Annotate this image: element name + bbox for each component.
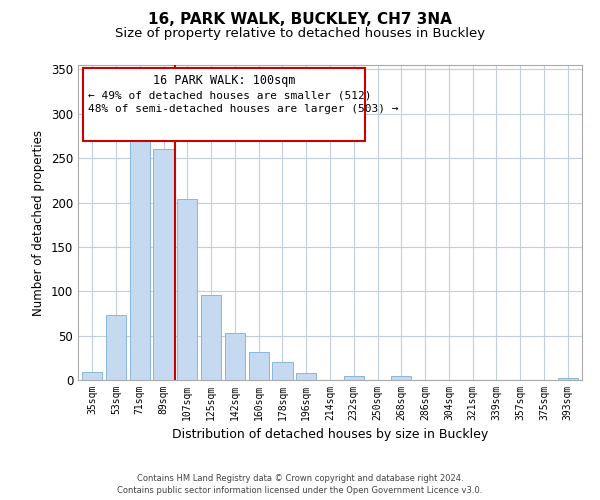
Text: ← 49% of detached houses are smaller (512): ← 49% of detached houses are smaller (51… xyxy=(88,90,371,100)
Bar xyxy=(391,376,412,380)
Bar xyxy=(344,376,364,380)
Y-axis label: Number of detached properties: Number of detached properties xyxy=(32,130,46,316)
X-axis label: Distribution of detached houses by size in Buckley: Distribution of detached houses by size … xyxy=(172,428,488,442)
Text: Contains HM Land Registry data © Crown copyright and database right 2024.: Contains HM Land Registry data © Crown c… xyxy=(137,474,463,483)
Bar xyxy=(248,352,269,380)
Text: Size of property relative to detached houses in Buckley: Size of property relative to detached ho… xyxy=(115,28,485,40)
Bar xyxy=(130,127,150,380)
Bar xyxy=(225,333,245,380)
Bar xyxy=(557,378,578,380)
Text: Contains public sector information licensed under the Open Government Licence v3: Contains public sector information licen… xyxy=(118,486,482,495)
Bar xyxy=(296,373,316,380)
Bar xyxy=(201,295,221,380)
Bar xyxy=(106,315,126,380)
Bar xyxy=(82,372,103,380)
Text: 16 PARK WALK: 100sqm: 16 PARK WALK: 100sqm xyxy=(153,74,295,87)
Text: 48% of semi-detached houses are larger (503) →: 48% of semi-detached houses are larger (… xyxy=(88,104,398,114)
Bar xyxy=(272,362,293,380)
Bar xyxy=(177,199,197,380)
Text: 16, PARK WALK, BUCKLEY, CH7 3NA: 16, PARK WALK, BUCKLEY, CH7 3NA xyxy=(148,12,452,28)
Bar xyxy=(154,150,173,380)
